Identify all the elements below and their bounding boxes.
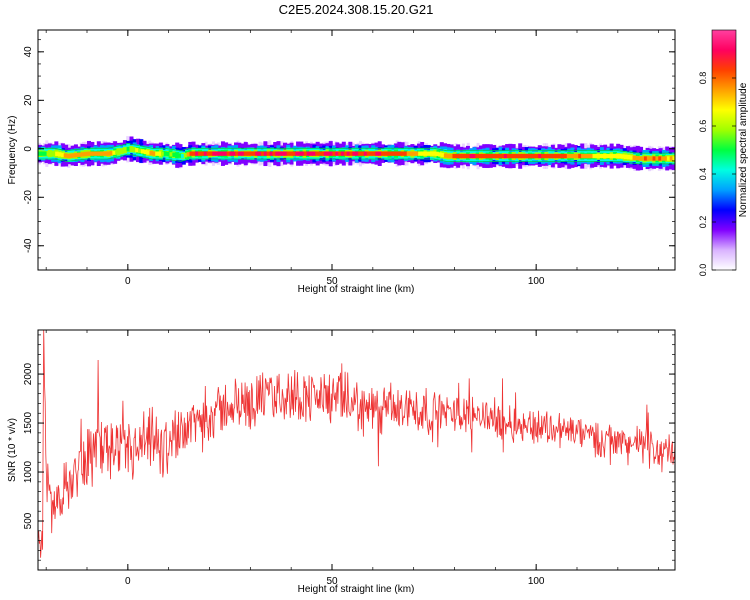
spectrogram-xlabel: Height of straight line (km) (298, 284, 415, 295)
colorbar-tick-label: 0.8 (698, 72, 708, 85)
colorbar-label: Normalized spectral amplitude (738, 82, 749, 217)
spectrogram-ytick-label: -20 (23, 190, 34, 205)
colorbar-tick-label: 0.4 (698, 168, 708, 181)
snr-series-line (38, 330, 675, 558)
spectrogram-ytick-label: 0 (23, 146, 34, 152)
snr-axes: 0 50 100 500 1000 1500 2000 (23, 330, 675, 587)
snr-panel: 0 50 100 500 1000 1500 2000 Height of straight… (7, 329, 676, 595)
snr-xtick-label: 0 (125, 576, 131, 587)
snr-xlabel: Height of straight line (km) (298, 584, 415, 595)
spectrogram-xtick-label: 0 (125, 276, 131, 287)
figure-title: C2E5.2024.308.15.20.G21 (279, 2, 434, 17)
colorbar-tick-label: 0.0 (698, 264, 708, 277)
snr-xtick-label: 100 (528, 576, 545, 587)
snr-ytick-label: 1000 (23, 460, 34, 483)
spectrogram-panel: 0 50 100 -40 -20 0 20 40 Height of straight lin… (7, 29, 676, 295)
snr-ytick-label: 2000 (23, 363, 34, 386)
spectrogram-ytick-label: 40 (23, 46, 34, 58)
spectrogram-ytick-label: 20 (23, 94, 34, 106)
spectrogram-ytick-label: -40 (23, 238, 34, 253)
spectrogram-xtick-label: 100 (528, 276, 545, 287)
spectrogram-xtick-label: 50 (326, 276, 338, 287)
colorbar-tick-label: 0.2 (698, 216, 708, 229)
snr-ylabel: SNR (10 * v/v) (7, 418, 18, 482)
colorbar: 0.0 0.2 0.4 0.6 0.8 Normalized spectral ampl… (698, 29, 749, 277)
colorbar-tick-label: 0.6 (698, 120, 708, 133)
snr-plot (38, 330, 675, 558)
spectrogram-ylabel: Frequency (Hz) (7, 116, 18, 185)
colorbar-ticks: 0.0 0.2 0.4 0.6 0.8 (698, 72, 736, 277)
snr-xtick-label: 50 (326, 576, 338, 587)
snr-ytick-label: 500 (23, 512, 34, 529)
snr-ytick-label: 1500 (23, 412, 34, 435)
spectrogram-heatmap (38, 136, 675, 172)
colorbar-gradient (712, 30, 736, 270)
